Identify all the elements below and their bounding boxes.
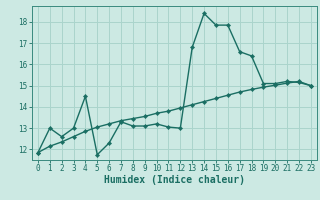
X-axis label: Humidex (Indice chaleur): Humidex (Indice chaleur): [104, 175, 245, 185]
